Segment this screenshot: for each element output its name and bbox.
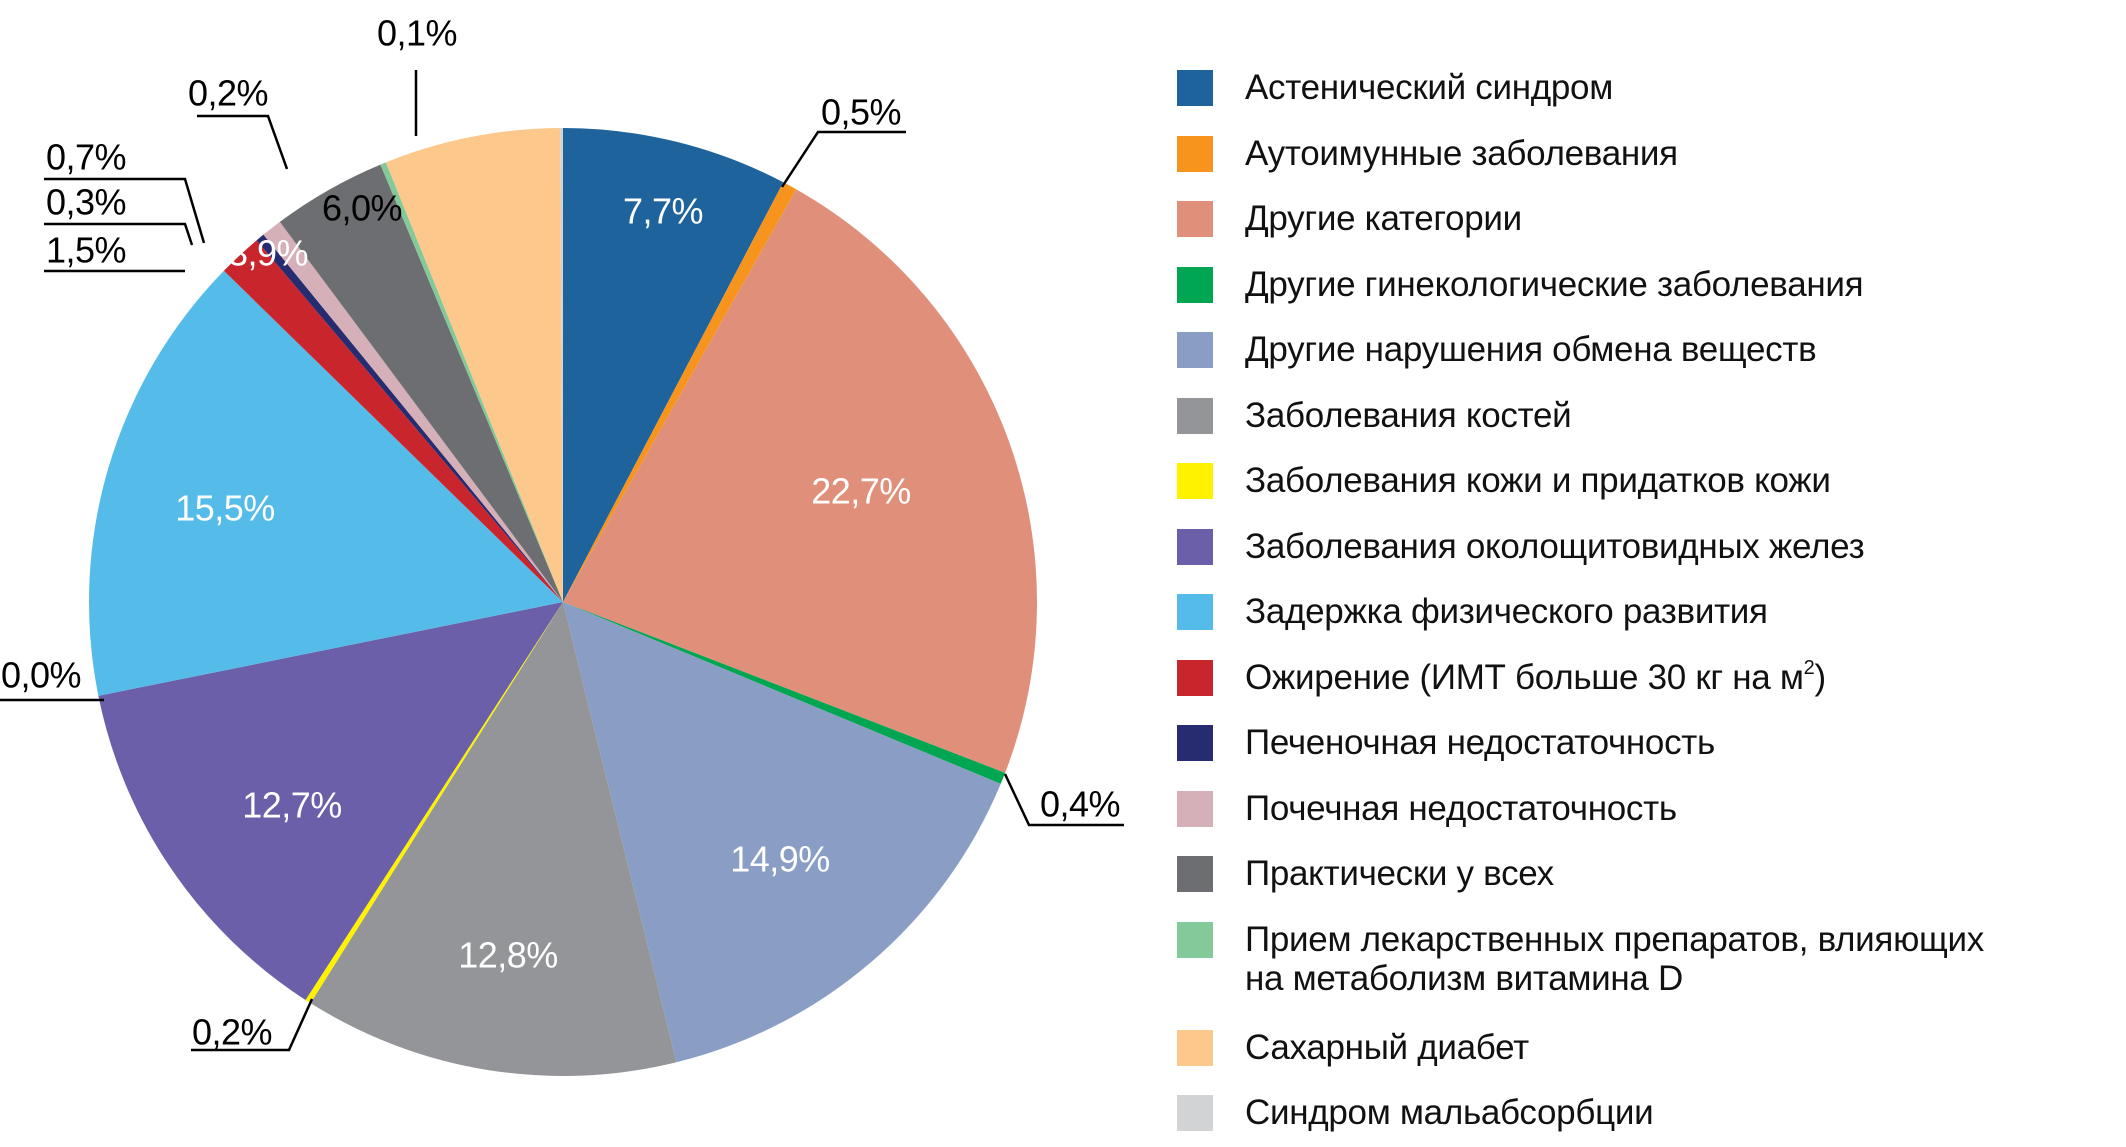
- pie-slice: [563, 189, 1037, 773]
- legend-item: Синдром мальабсорбции: [1177, 1081, 1984, 1147]
- legend-label: Сахарный диабет: [1245, 1027, 1529, 1067]
- leader-line: [44, 177, 206, 244]
- pie-slice: [89, 270, 563, 696]
- legend-swatch: [1177, 594, 1213, 630]
- legend-label: Заболевания костей: [1245, 395, 1572, 435]
- data-label: 15,5%: [175, 488, 275, 529]
- pie-slice: [98, 602, 564, 1000]
- pie-slice: [385, 128, 563, 602]
- data-label: 14,9%: [730, 839, 830, 880]
- pie-slice: [256, 234, 563, 603]
- data-label: 12,8%: [458, 935, 558, 976]
- legend-swatch: [1177, 725, 1213, 761]
- data-label: 7,7%: [623, 191, 703, 232]
- pie-slice: [560, 128, 563, 602]
- data-label: 0,1%: [377, 13, 457, 54]
- legend-swatch: [1177, 1029, 1213, 1066]
- leader-line: [191, 998, 314, 1052]
- legend-item: Заболевания костей: [1177, 384, 1984, 450]
- legend-item: Другие нарушения обмена веществ: [1177, 318, 1984, 384]
- pie-slice: [223, 240, 563, 602]
- leader-line: [197, 114, 289, 170]
- legend-swatch: [1177, 1095, 1213, 1131]
- data-label: 0,3%: [46, 182, 126, 223]
- pie-slice: [263, 221, 563, 603]
- pie-slice: [279, 164, 563, 603]
- legend-label: Задержка физического развития: [1245, 592, 1768, 631]
- legend-label: Астенический синдром: [1245, 68, 1613, 107]
- legend-label: Ожирение (ИМТ больше 30 кг на м2): [1245, 656, 1826, 697]
- pie-slice: [563, 602, 1006, 784]
- data-label: 3,9%: [228, 233, 308, 274]
- legend-item: Ожирение (ИМТ больше 30 кг на м2): [1177, 646, 1984, 712]
- leader-line: [44, 222, 194, 246]
- legend-swatch: [1177, 856, 1213, 892]
- data-label: 0,5%: [821, 92, 901, 133]
- legend-swatch: [1177, 266, 1213, 303]
- legend-item: Сахарный диабет: [1177, 1016, 1984, 1082]
- legend-swatch: [1177, 135, 1213, 172]
- legend-label: Заболевания кожи и придатков кожи: [1245, 461, 1831, 500]
- legend-swatch: [1177, 790, 1213, 827]
- data-label: 0,2%: [192, 1012, 272, 1053]
- legend-swatch: [1177, 397, 1213, 434]
- legend-item: Заболевания кожи и придатков кожи: [1177, 449, 1984, 515]
- legend-item: Практически у всех: [1177, 842, 1984, 908]
- pie-slice: [305, 602, 563, 1004]
- data-label: 6,0%: [322, 188, 402, 229]
- legend-swatch: [1177, 659, 1213, 696]
- pie-slice: [563, 182, 797, 603]
- legend: Астенический синдром Аутоимунные заболева…: [1177, 56, 1984, 1147]
- data-label: 0,4%: [1040, 784, 1120, 825]
- legend-item: Заболевания околощитовидных желез: [1177, 515, 1984, 581]
- pie-slice: [380, 162, 563, 602]
- legend-item: Аутоимунные заболевания: [1177, 122, 1984, 188]
- legend-label: Заболевания околощитовидных желез: [1245, 526, 1865, 566]
- legend-label: Синдром мальабсорбции: [1245, 1093, 1654, 1132]
- legend-swatch: [1177, 921, 1213, 958]
- pie-slice: [563, 128, 784, 602]
- data-label: 12,7%: [242, 785, 342, 826]
- legend-label: Практически у всех: [1245, 854, 1554, 893]
- leader-line: [780, 130, 906, 188]
- legend-label: Аутоимунные заболевания: [1245, 133, 1678, 173]
- data-label: 0,0%: [1, 655, 81, 696]
- legend-item: Астенический синдром: [1177, 56, 1984, 122]
- legend-swatch: [1177, 463, 1213, 499]
- legend-label: Прием лекарственных препаратов, влияющих…: [1245, 919, 1984, 998]
- pie-slice: [310, 602, 677, 1076]
- leader-line: [1003, 773, 1124, 827]
- data-label: 0,2%: [188, 73, 268, 114]
- legend-swatch: [1177, 70, 1213, 106]
- pie-slice: [563, 602, 1001, 1063]
- legend-label: Другие категории: [1245, 199, 1522, 238]
- legend-label: Печеночная недостаточность: [1245, 723, 1715, 762]
- data-label: 0,7%: [46, 137, 126, 178]
- legend-item: Почечная недостаточность: [1177, 777, 1984, 843]
- legend-swatch: [1177, 332, 1213, 368]
- legend-item: Печеночная недостаточность: [1177, 711, 1984, 777]
- legend-item: Задержка физического развития: [1177, 580, 1984, 646]
- data-label: 1,5%: [46, 230, 126, 271]
- legend-label: Другие гинекологические заболевания: [1245, 264, 1864, 304]
- legend-swatch: [1177, 528, 1213, 565]
- legend-item: Прием лекарственных препаратов, влияющих…: [1177, 908, 1984, 1016]
- legend-label: Другие нарушения обмена веществ: [1245, 330, 1817, 369]
- legend-item: Другие категории: [1177, 187, 1984, 253]
- legend-item: Другие гинекологические заболевания: [1177, 253, 1984, 319]
- legend-label: Почечная недостаточность: [1245, 788, 1677, 828]
- data-label: 22,7%: [811, 471, 911, 512]
- legend-swatch: [1177, 201, 1213, 237]
